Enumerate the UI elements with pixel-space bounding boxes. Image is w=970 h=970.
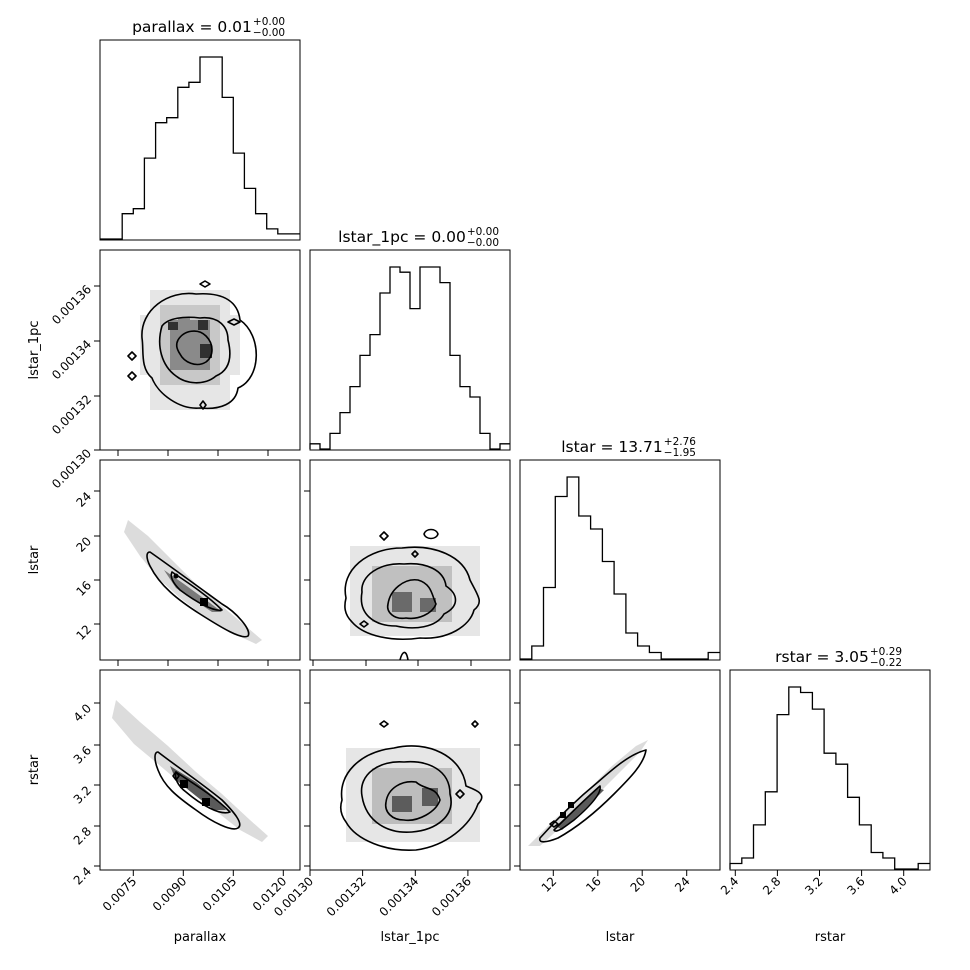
ylabel-lstar1pc: lstar_1pc	[27, 321, 42, 380]
y-axis-rstar: 4.0 3.6 3.2 2.8 2.4	[71, 701, 100, 888]
panel-lstar-vs-parallax	[99, 459, 301, 661]
title-minus: −1.95	[664, 447, 696, 459]
ytick-label: 4.0	[71, 701, 94, 724]
title-plus: +2.76	[664, 436, 696, 448]
ytick-label: 12	[73, 622, 94, 643]
xtick-label: 0.0105	[200, 874, 240, 914]
xlabel-lstar: lstar	[606, 930, 635, 945]
histogram-lstar_1pc	[309, 266, 510, 450]
title-minus: −0.00	[467, 237, 499, 249]
title-lstar_1pc: lstar_1pc = 0.00 +0.00−0.00	[338, 226, 499, 249]
panel-parallax-hist	[99, 39, 301, 241]
density-lstar-vs-parallax	[124, 520, 262, 644]
ytick-label: 20	[73, 534, 94, 555]
density-lstar-vs-lstar1pc	[344, 528, 481, 661]
ylabel-lstar: lstar	[27, 545, 42, 574]
density-rstar-vs-parallax	[112, 700, 268, 842]
panel-lstar-vs-lstar1pc	[309, 459, 511, 661]
histogram-lstar	[520, 476, 720, 660]
xtick-label: 0.00136	[429, 874, 474, 919]
ytick-label: 3.6	[71, 743, 94, 766]
ytick-label: 16	[73, 578, 94, 599]
ytick-label: 0.00134	[49, 337, 94, 382]
xtick-label: 24	[672, 874, 693, 895]
title-plus: +0.29	[870, 646, 902, 658]
xtick-label: 20	[628, 874, 649, 895]
y-axis-lstar1pc: 0.00136 0.00134 0.00132 0.00130	[49, 282, 100, 491]
density-lstar1pc-vs-parallax	[127, 280, 258, 410]
density-rstar-vs-lstar1pc	[340, 720, 483, 851]
histogram-parallax	[100, 56, 300, 240]
title-lstar: lstar = 13.71 +2.76−1.95	[561, 436, 696, 459]
ytick-label: 24	[73, 489, 94, 510]
xlabel-parallax: parallax	[174, 930, 227, 945]
panel-lstar1pc-hist	[309, 249, 511, 451]
interior-ticks	[117, 450, 520, 867]
ytick-label: 3.2	[71, 783, 94, 806]
title-plus: +0.00	[253, 16, 285, 28]
panel-rstar-vs-lstar	[519, 669, 721, 871]
histogram-rstar	[729, 686, 930, 870]
title-minus: −0.00	[253, 27, 285, 39]
panel-rstar-hist	[729, 669, 931, 871]
ytick-label: 0.00132	[49, 392, 94, 437]
panel-rstar-vs-parallax	[99, 669, 301, 871]
xtick-label: 0.00132	[324, 874, 369, 919]
y-axis-lstar: 24 20 16 12	[73, 489, 100, 643]
panel-lstar-hist	[519, 459, 721, 661]
ytick-label: 2.8	[71, 824, 94, 847]
panel-lstar1pc-vs-parallax	[99, 249, 301, 451]
ytick-label: 2.4	[71, 864, 94, 887]
title-parallax: parallax = 0.01 +0.00−0.00	[132, 16, 285, 39]
title-main: lstar = 13.71	[561, 438, 663, 456]
ylabel-rstar: rstar	[27, 754, 42, 785]
xtick-label: 2.8	[760, 874, 783, 897]
xlabel-lstar1pc: lstar_1pc	[381, 930, 440, 945]
ytick-label: 0.00130	[49, 446, 94, 491]
histogram-layer	[100, 56, 930, 870]
xlabel-rstar: rstar	[815, 930, 846, 945]
title-main: parallax = 0.01	[132, 18, 252, 36]
title-minus: −0.22	[870, 657, 902, 669]
xtick-label: 0.0075	[100, 874, 140, 914]
title-rstar: rstar = 3.05 +0.29−0.22	[775, 646, 902, 669]
xtick-label: 2.4	[718, 874, 741, 897]
title-main: rstar = 3.05	[775, 648, 869, 666]
title-main: lstar_1pc = 0.00	[338, 228, 466, 247]
xtick-label: 0.0090	[150, 874, 190, 914]
panel-rstar-vs-lstar1pc	[309, 669, 511, 871]
xtick-label: 3.6	[844, 874, 867, 897]
xtick-label: 0.00134	[376, 874, 421, 919]
ytick-label: 0.00136	[49, 282, 94, 327]
xtick-label: 3.2	[802, 874, 825, 897]
xtick-label: 4.0	[886, 874, 909, 897]
title-plus: +0.00	[467, 226, 499, 238]
xtick-label: 16	[583, 874, 604, 895]
xtick-label: 12	[539, 874, 560, 895]
density-rstar-vs-lstar	[528, 740, 648, 846]
